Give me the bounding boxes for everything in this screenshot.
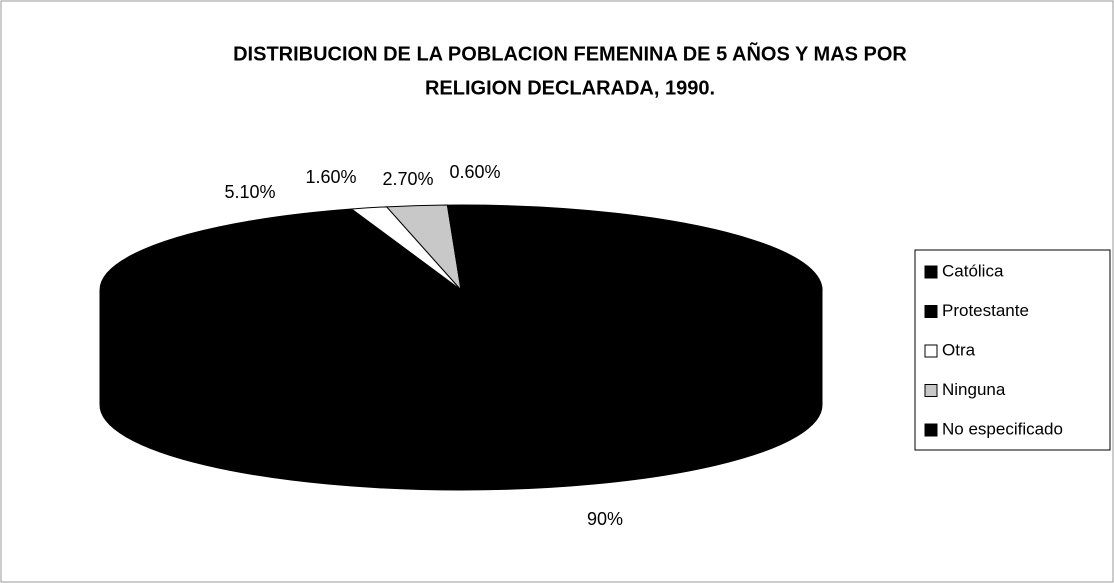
legend-label: Católica	[942, 261, 1004, 280]
chart-title: RELIGION DECLARADA, 1990.	[425, 77, 715, 99]
legend-box	[914, 249, 1111, 451]
data-label: 90%	[587, 509, 623, 529]
chart-title: DISTRIBUCION DE LA POBLACION FEMENINA DE…	[233, 42, 907, 65]
legend-label: Ninguna	[942, 380, 1006, 399]
data-label: 0.60%	[449, 162, 500, 182]
legend-swatch	[924, 384, 938, 397]
data-label: 2.70%	[382, 169, 433, 189]
legend-swatch	[924, 423, 938, 437]
legend-label: Otra	[942, 340, 976, 359]
data-label: 5.10%	[224, 182, 275, 202]
legend-swatch	[924, 265, 938, 279]
legend-label: No especificado	[942, 419, 1063, 438]
data-label: 1.60%	[305, 167, 356, 187]
legend-label: Protestante	[942, 301, 1029, 320]
legend-swatch	[924, 305, 938, 318]
pie-slice	[446, 204, 462, 291]
legend-swatch	[924, 344, 938, 358]
